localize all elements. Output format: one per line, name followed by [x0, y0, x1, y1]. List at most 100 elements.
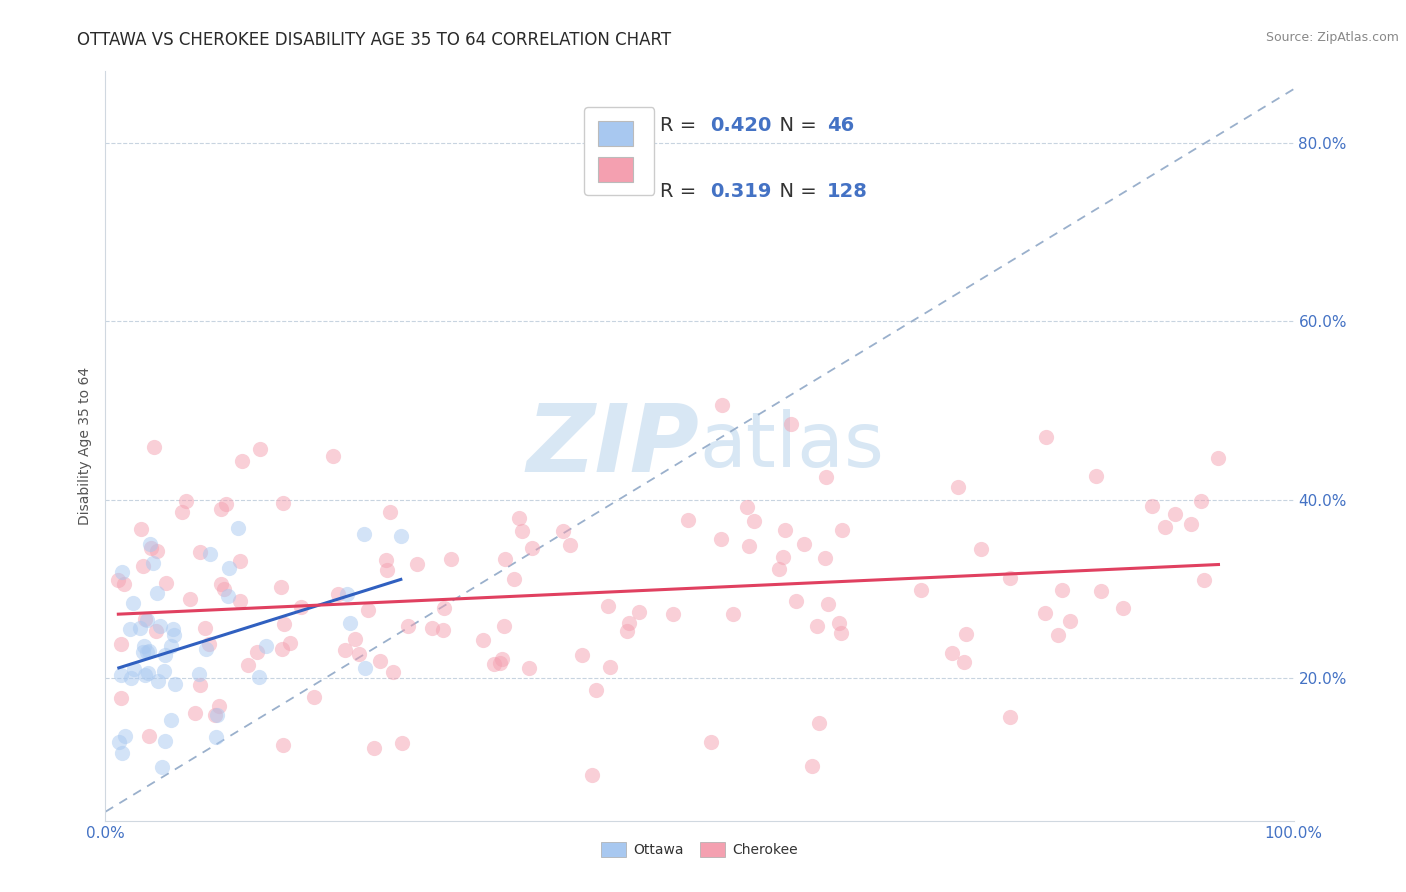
Point [382, 665, 405, 679]
Point [231, 454, 253, 468]
Point [970, 541, 993, 556]
Point [551, 524, 574, 539]
Point [172, 505, 194, 519]
Point [110, 746, 132, 760]
Point [1154, 520, 1177, 534]
Point [335, 643, 357, 657]
Point [122, 596, 145, 610]
Point [1111, 600, 1133, 615]
Text: N =: N = [768, 116, 830, 136]
Point [112, 576, 135, 591]
Point [768, 561, 790, 575]
Point [183, 706, 205, 721]
Point [440, 551, 463, 566]
Point [129, 621, 152, 635]
Point [508, 511, 530, 525]
Point [357, 603, 380, 617]
Point [432, 624, 454, 638]
Point [721, 607, 744, 622]
Point [254, 640, 277, 654]
Point [806, 618, 828, 632]
Point [1059, 614, 1081, 628]
Point [165, 677, 187, 691]
Text: OTTAWA VS CHEROKEE DISABILITY AGE 35 TO 64 CORRELATION CHART: OTTAWA VS CHEROKEE DISABILITY AGE 35 TO … [77, 31, 672, 49]
Point [270, 580, 292, 594]
Point [1047, 627, 1070, 641]
Point [107, 574, 129, 588]
Point [793, 537, 815, 551]
Point [204, 708, 226, 723]
Point [1035, 430, 1057, 444]
Point [946, 480, 969, 494]
Point [817, 597, 839, 611]
Point [510, 524, 533, 539]
Text: atlas: atlas [700, 409, 884, 483]
Point [374, 553, 396, 567]
Point [391, 736, 413, 750]
Point [160, 713, 183, 727]
Point [1050, 583, 1073, 598]
Point [205, 708, 228, 723]
Point [910, 582, 932, 597]
Point [1090, 584, 1112, 599]
Point [149, 619, 172, 633]
Point [363, 740, 385, 755]
Y-axis label: Disability Age 35 to 64: Disability Age 35 to 64 [77, 367, 91, 525]
Point [676, 513, 699, 527]
Point [517, 660, 540, 674]
Point [814, 470, 837, 484]
Point [152, 664, 174, 678]
Point [1142, 500, 1164, 514]
Point [735, 500, 758, 515]
Point [114, 729, 136, 743]
Point [138, 644, 160, 658]
Point [494, 552, 516, 566]
Point [142, 556, 165, 570]
Point [110, 691, 132, 706]
Point [482, 657, 505, 671]
Point [209, 577, 232, 591]
Point [433, 600, 456, 615]
Point [194, 621, 217, 635]
Text: 128: 128 [827, 182, 868, 202]
Point [780, 417, 803, 432]
Point [136, 614, 159, 628]
Point [396, 619, 419, 633]
Point [349, 647, 371, 661]
Point [828, 615, 851, 630]
Point [596, 599, 619, 613]
Point [619, 615, 641, 630]
Point [134, 640, 156, 654]
Point [520, 541, 543, 555]
Point [146, 586, 169, 600]
Point [138, 665, 160, 680]
Point [247, 670, 270, 684]
Text: 46: 46 [827, 116, 853, 136]
Point [322, 450, 344, 464]
Point [503, 572, 526, 586]
Point [627, 605, 650, 619]
Point [179, 591, 201, 606]
Point [998, 570, 1021, 584]
Point [132, 644, 155, 658]
Point [814, 551, 837, 566]
Point [110, 667, 132, 681]
Point [710, 398, 733, 412]
Point [271, 496, 294, 510]
Point [153, 648, 176, 662]
Text: R =: R = [661, 182, 709, 202]
Point [472, 633, 495, 648]
Point [150, 760, 173, 774]
Point [198, 637, 221, 651]
Point [941, 646, 963, 660]
Point [146, 544, 169, 558]
Point [328, 587, 350, 601]
Point [218, 560, 240, 574]
Point [1085, 469, 1108, 483]
Point [710, 532, 733, 546]
Point [190, 678, 212, 692]
Point [616, 624, 638, 638]
Point [129, 522, 152, 536]
Point [187, 666, 209, 681]
Point [143, 440, 166, 454]
